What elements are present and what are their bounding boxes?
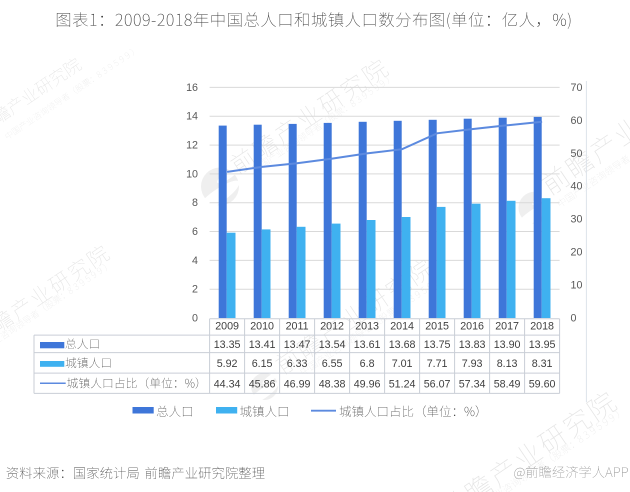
svg-text:13.61: 13.61 (354, 339, 381, 351)
svg-text:5.92: 5.92 (217, 358, 238, 370)
svg-text:45.86: 45.86 (249, 378, 276, 390)
svg-text:6.55: 6.55 (322, 358, 343, 370)
svg-text:2011: 2011 (286, 321, 309, 333)
svg-text:13.90: 13.90 (494, 339, 521, 351)
svg-text:13.47: 13.47 (284, 339, 311, 351)
svg-text:8: 8 (192, 197, 198, 209)
svg-text:13.35: 13.35 (214, 339, 241, 351)
svg-text:70: 70 (571, 82, 583, 94)
svg-text:13.95: 13.95 (529, 339, 556, 351)
svg-text:59.60: 59.60 (529, 378, 556, 390)
svg-text:6.8: 6.8 (360, 358, 375, 370)
svg-text:13.83: 13.83 (459, 339, 486, 351)
svg-text:2010: 2010 (250, 321, 274, 333)
svg-text:51.24: 51.24 (389, 378, 416, 390)
svg-text:13.68: 13.68 (389, 339, 416, 351)
svg-text:44.34: 44.34 (214, 378, 241, 390)
svg-text:57.34: 57.34 (459, 378, 486, 390)
svg-text:10: 10 (571, 280, 583, 292)
svg-text:2012: 2012 (320, 321, 344, 333)
svg-text:20: 20 (571, 247, 583, 259)
svg-text:2014: 2014 (390, 321, 414, 333)
svg-text:7.01: 7.01 (392, 358, 413, 370)
svg-text:14: 14 (186, 111, 198, 123)
svg-text:50: 50 (571, 148, 583, 160)
svg-text:12: 12 (186, 140, 198, 152)
svg-text:8.13: 8.13 (497, 358, 518, 370)
svg-text:4: 4 (192, 255, 198, 267)
svg-text:60: 60 (571, 115, 583, 127)
svg-text:58.49: 58.49 (494, 378, 521, 390)
svg-text:0: 0 (192, 313, 198, 325)
svg-text:2009: 2009 (215, 321, 239, 333)
svg-text:40: 40 (571, 181, 583, 193)
svg-text:2015: 2015 (425, 321, 449, 333)
svg-text:6: 6 (192, 226, 198, 238)
svg-text:2017: 2017 (495, 321, 519, 333)
svg-text:16: 16 (186, 82, 198, 94)
svg-text:13.75: 13.75 (424, 339, 451, 351)
svg-text:7.71: 7.71 (427, 358, 448, 370)
svg-text:46.99: 46.99 (284, 378, 311, 390)
svg-text:8.31: 8.31 (532, 358, 553, 370)
svg-text:0: 0 (571, 313, 577, 325)
svg-text:10: 10 (186, 168, 198, 180)
svg-text:13.41: 13.41 (249, 339, 276, 351)
svg-text:48.38: 48.38 (319, 378, 346, 390)
svg-text:6.15: 6.15 (252, 358, 273, 370)
svg-text:2018: 2018 (530, 321, 554, 333)
svg-text:2016: 2016 (460, 321, 484, 333)
svg-text:13.54: 13.54 (319, 339, 346, 351)
svg-text:7.93: 7.93 (462, 358, 483, 370)
svg-text:2: 2 (192, 284, 198, 296)
svg-text:49.96: 49.96 (354, 378, 381, 390)
svg-text:30: 30 (571, 214, 583, 226)
svg-text:6.33: 6.33 (287, 358, 308, 370)
svg-text:2013: 2013 (355, 321, 379, 333)
svg-text:56.07: 56.07 (424, 378, 451, 390)
